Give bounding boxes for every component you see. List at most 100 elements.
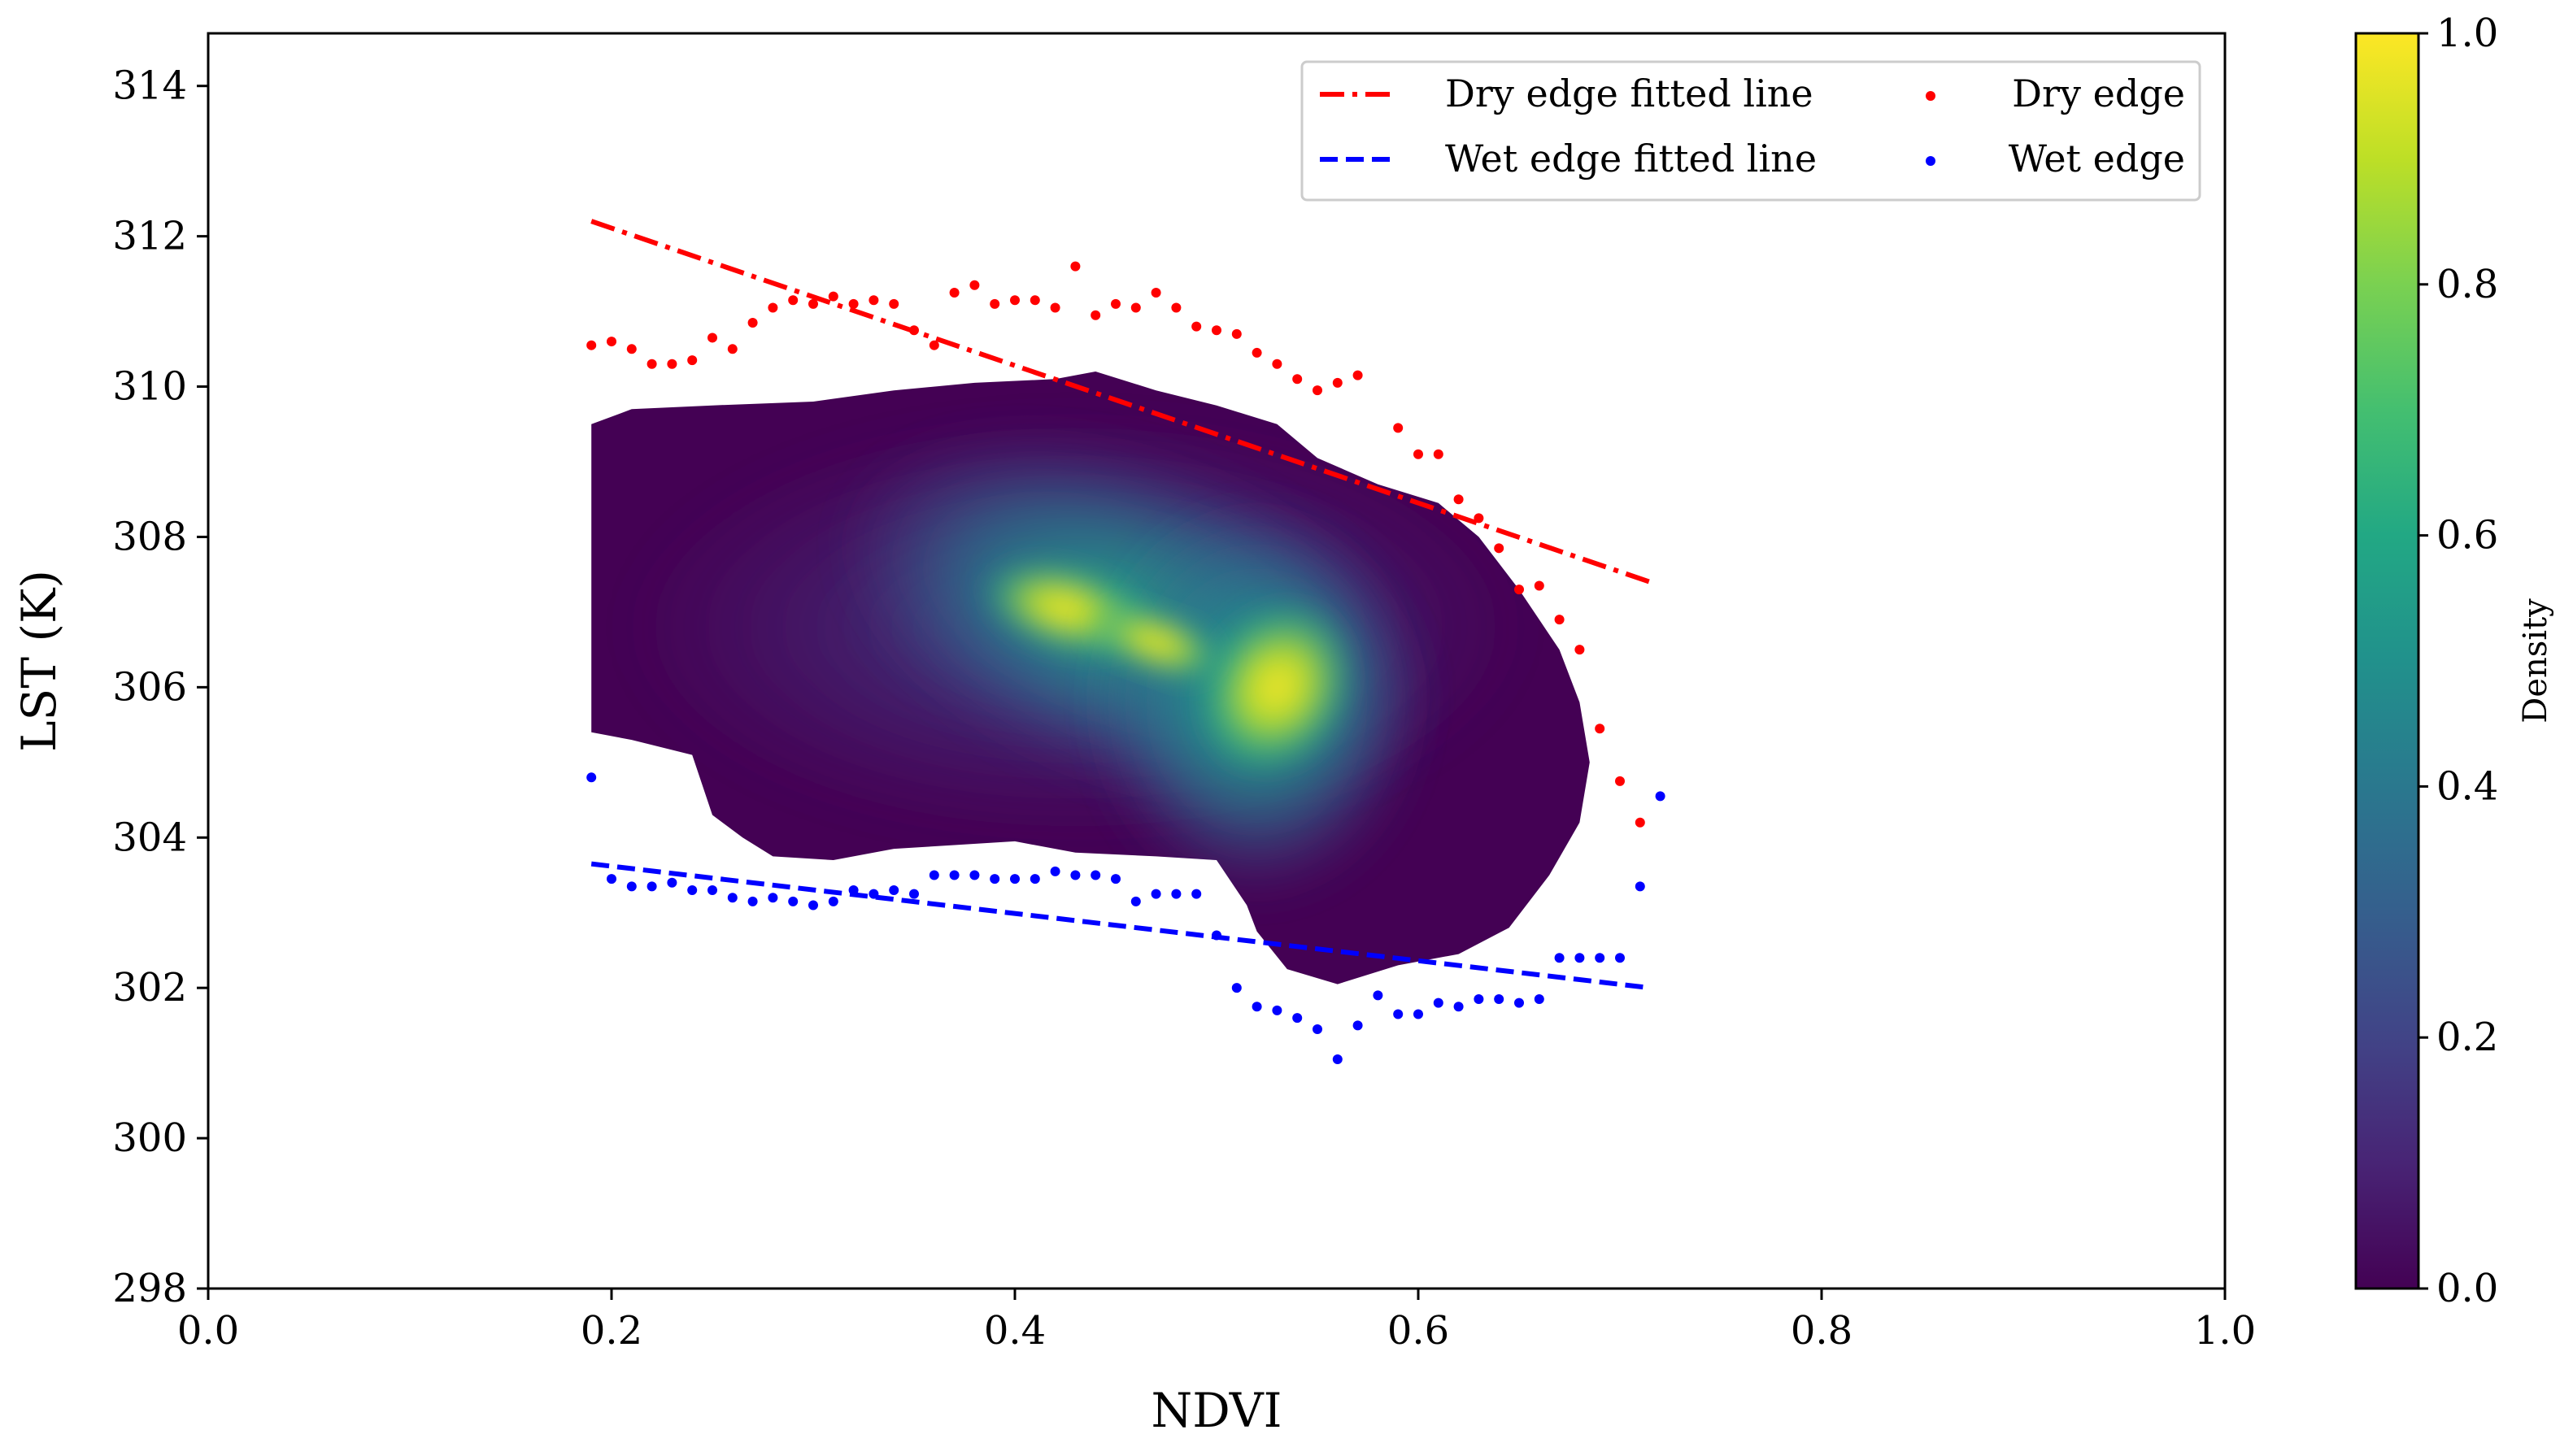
dry-edge-point <box>1595 724 1605 734</box>
wet-edge-point <box>1453 1002 1464 1012</box>
y-axis-label: LST (K) <box>11 570 67 752</box>
legend-dry-fit-label: Dry edge fitted line <box>1445 72 1813 115</box>
dry-edge-point <box>1171 302 1182 313</box>
wet-edge-point <box>1534 994 1544 1005</box>
legend-box <box>1300 60 2201 202</box>
x-tick-label: 0.6 <box>1387 1308 1449 1354</box>
dry-edge-point <box>667 359 677 369</box>
dry-edge-point <box>788 295 799 306</box>
wet-edge-point <box>1514 997 1524 1008</box>
colorbar-tick-label: 0.6 <box>2436 513 2498 558</box>
dry-edge-point <box>1111 298 1121 309</box>
dry-edge-fitted-line <box>590 219 1652 585</box>
dry-edge-point <box>1030 295 1040 306</box>
dry-edge-point <box>1413 449 1423 459</box>
wet-edge-point <box>707 884 717 895</box>
y-tick-label: 314 <box>112 63 187 109</box>
legend-wet-point-swatch <box>1926 156 1935 166</box>
dry-edge-point <box>607 337 616 347</box>
wet-edge-point <box>1171 889 1182 899</box>
dry-edge-point <box>909 325 919 336</box>
density-heatmap <box>591 372 1590 984</box>
wet-edge-point <box>1252 1002 1262 1012</box>
dry-edge-point <box>1574 645 1585 655</box>
wet-edge-point <box>1091 870 1101 880</box>
plot-frame <box>207 32 2227 1290</box>
legend-wet-fit-label: Wet edge fitted line <box>1445 137 1817 180</box>
dry-edge-point <box>647 359 657 369</box>
wet-edge-point <box>1111 874 1121 884</box>
wet-edge-point <box>1151 889 1161 899</box>
wet-edge-point <box>1413 1009 1423 1019</box>
dry-edge-point <box>1393 423 1404 433</box>
wet-edge-point <box>828 896 838 906</box>
wet-edge-point <box>1292 1013 1303 1024</box>
wet-edge-point <box>1030 874 1040 884</box>
x-tick-label: 1.0 <box>2194 1308 2256 1354</box>
wet-edge-point <box>1272 1005 1282 1015</box>
wet-edge-point <box>687 884 698 895</box>
y-tick-label: 308 <box>112 514 187 559</box>
wet-edge-point <box>889 884 899 895</box>
wet-edge-point <box>1231 983 1242 993</box>
wet-edge-point <box>1050 866 1060 876</box>
wet-edge-point <box>1615 953 1625 963</box>
wet-edge-point <box>848 884 859 895</box>
colorbar-gradient <box>2354 32 2420 1290</box>
y-tick-label: 298 <box>112 1266 187 1311</box>
dry-edge-point <box>1332 377 1343 388</box>
dry-edge-point <box>1070 261 1081 272</box>
dry-edge-point <box>707 332 717 343</box>
dry-edge-point <box>990 298 1000 309</box>
wet-edge-point <box>1595 953 1605 963</box>
colorbar: 0.0 0.2 0.4 0.6 0.8 1.0 Density <box>2354 11 2554 1311</box>
dry-edge-point <box>1151 287 1161 298</box>
dry-edge-point <box>1272 359 1282 369</box>
dry-edge-point <box>1252 347 1262 358</box>
wet-edge-point <box>626 881 637 892</box>
wet-edge-point <box>1352 1020 1363 1031</box>
x-tick-label: 0.2 <box>581 1308 642 1354</box>
legend: Dry edge fitted line Wet edge fitted lin… <box>1300 60 2201 202</box>
dry-edge-point <box>929 340 939 350</box>
dry-edge-point <box>1534 580 1544 591</box>
y-tick-label: 312 <box>112 214 187 259</box>
colorbar-tick-label: 0.8 <box>2436 262 2498 307</box>
x-tick-label: 0.4 <box>984 1308 1046 1354</box>
y-tick-label: 306 <box>112 664 187 710</box>
dry-edge-point <box>889 298 899 309</box>
wet-edge-point <box>869 889 879 899</box>
wet-edge-point <box>929 870 939 880</box>
dry-edge-point <box>1453 494 1464 505</box>
dry-edge-point <box>727 344 738 354</box>
wet-edge-point <box>1393 1009 1404 1019</box>
wet-edge-point <box>1494 994 1504 1005</box>
wet-edge-point <box>909 889 919 899</box>
wet-edge-fitted-line <box>590 861 1651 991</box>
dry-edge-point <box>949 287 960 298</box>
wet-edge-point <box>607 874 616 884</box>
wet-edge-point <box>788 896 799 906</box>
legend-dry-point-swatch <box>1926 91 1935 101</box>
dry-edge-point <box>1010 295 1020 306</box>
dry-edge-point <box>1130 302 1141 313</box>
wet-edge-point <box>727 893 738 903</box>
dry-edge-point <box>828 291 838 302</box>
wet-edge-point <box>667 877 677 888</box>
dry-edge-point <box>1091 310 1101 320</box>
dry-edge-point <box>768 302 778 313</box>
wet-edge-point <box>1070 870 1081 880</box>
wet-edge-point <box>1554 953 1565 963</box>
dry-edge-point <box>1494 543 1504 554</box>
wet-edge-point <box>1635 881 1645 892</box>
dry-edge-point <box>869 295 879 306</box>
dry-edge-point <box>808 298 818 309</box>
colorbar-tick-label: 1.0 <box>2436 11 2498 56</box>
x-tick-label: 0.8 <box>1791 1308 1852 1354</box>
dry-edge-point <box>1474 513 1484 524</box>
wet-edge-point <box>1655 791 1665 802</box>
colorbar-tick-label: 0.4 <box>2436 763 2498 809</box>
wet-edge-point <box>990 874 1000 884</box>
dry-edge-point <box>586 340 597 350</box>
